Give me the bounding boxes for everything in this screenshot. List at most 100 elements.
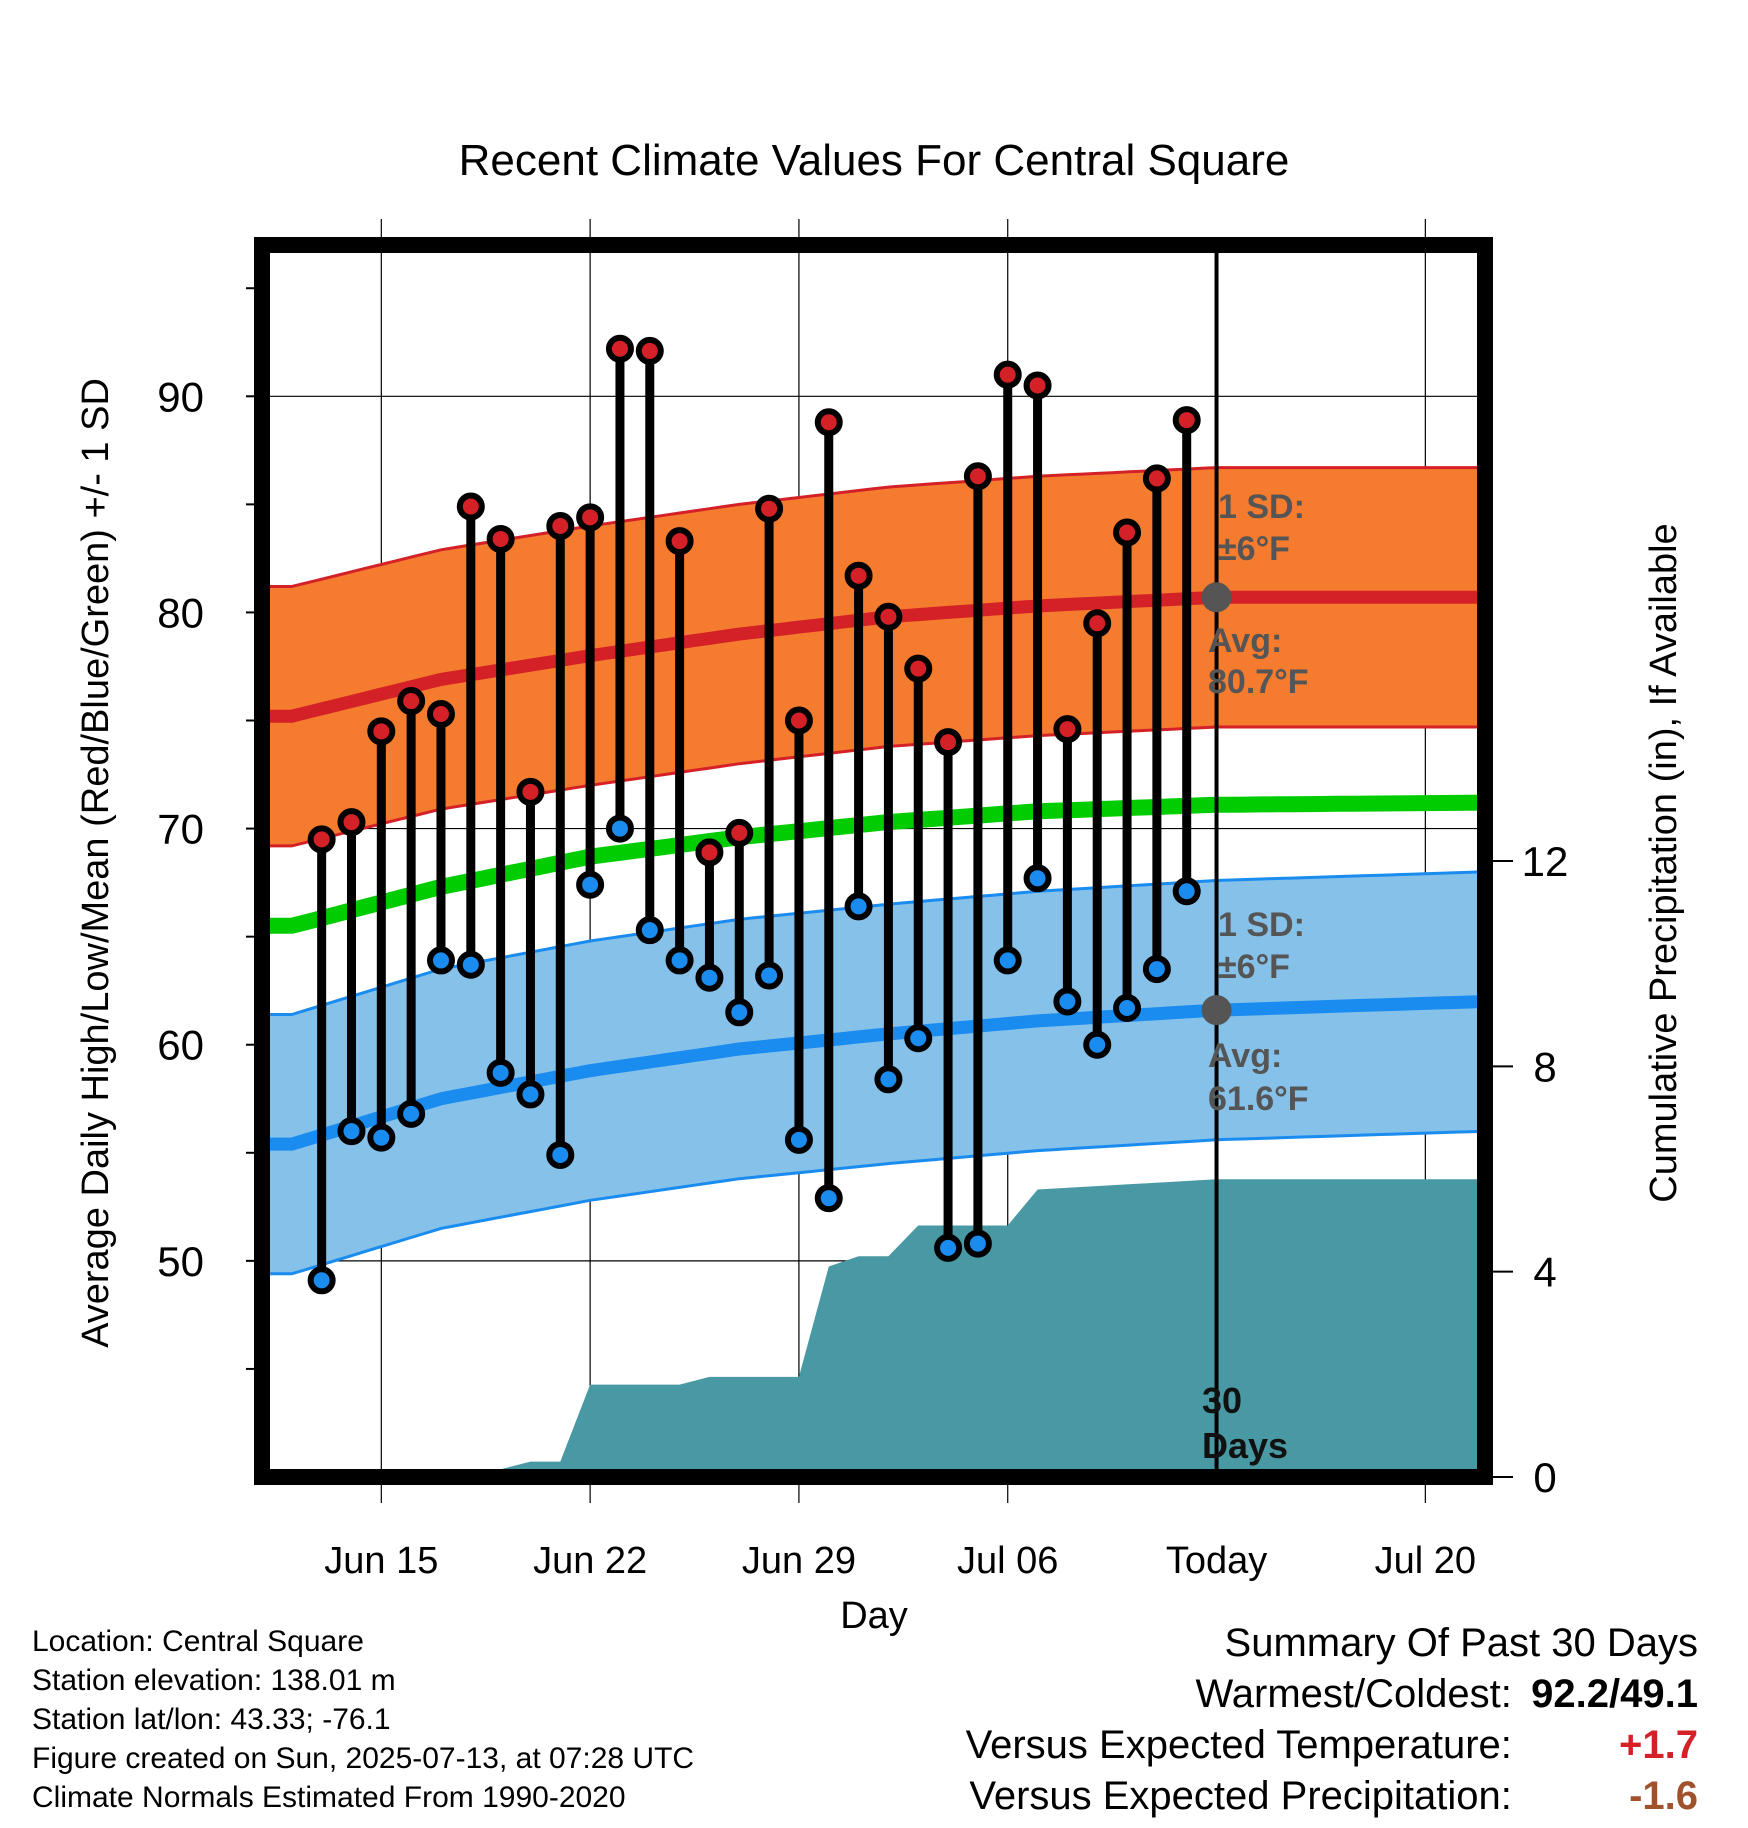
latlon-text: Station lat/lon: 43.33; -76.1: [32, 1703, 391, 1736]
x-tick-label: Jun 29: [742, 1540, 856, 1582]
daily-high-marker: [904, 654, 933, 683]
low-sd-value: ±6°F: [1218, 948, 1290, 986]
daily-high-marker: [1053, 715, 1082, 744]
daily-high-marker: [993, 360, 1022, 389]
low-avg-value: 61.6°F: [1208, 1080, 1309, 1118]
daily-high-marker: [814, 408, 843, 437]
y2-tick-label: 12: [1522, 838, 1569, 885]
y2-tick-label: 8: [1533, 1043, 1556, 1090]
daily-high-marker: [546, 511, 575, 540]
precip-departure-row: Versus Expected Precipitation: -1.6: [966, 1771, 1698, 1822]
daily-low-marker: [486, 1058, 515, 1087]
high-normal-line: [262, 590, 1485, 723]
temp-departure-value: +1.7: [1619, 1723, 1698, 1767]
daily-high-marker: [755, 494, 784, 523]
high-sd-band-lower-edge: [262, 725, 1485, 848]
temp-departure-row: Versus Expected Temperature: +1.7: [966, 1720, 1698, 1771]
precip-area: [291, 1179, 1485, 1477]
high-avg-title: Avg:: [1208, 622, 1282, 660]
daily-low-marker: [1083, 1030, 1112, 1059]
precip-departure-value: -1.6: [1629, 1774, 1698, 1818]
daily-high-marker: [784, 706, 813, 735]
y-tick-label: 80: [157, 589, 204, 636]
high-avg-value: 80.7°F: [1208, 663, 1309, 701]
high-sd-title: 1 SD:: [1218, 488, 1305, 526]
daily-low-marker: [426, 946, 455, 975]
daily-low-marker: [456, 950, 485, 979]
daily-low-marker: [605, 814, 634, 843]
high-sd-band: [262, 467, 1485, 846]
x-tick-label: Jul 06: [957, 1540, 1058, 1582]
warmest-coldest-row: Warmest/Coldest: 92.2/49.1: [966, 1669, 1699, 1720]
daily-low-marker: [307, 1266, 336, 1295]
daily-high-marker: [963, 462, 992, 491]
x-tick-label: Jun 22: [533, 1540, 647, 1582]
x-axis-label: Day: [840, 1595, 908, 1637]
daily-low-marker: [993, 946, 1022, 975]
daily-high-marker: [605, 334, 634, 363]
y-tick-label: 90: [157, 373, 204, 420]
daily-low-marker: [725, 998, 754, 1027]
y2-axis-label: Cumulative Precipitation (in), If Availa…: [1643, 523, 1685, 1202]
daily-high-marker: [725, 818, 754, 847]
daily-high-marker: [307, 825, 336, 854]
daily-high-marker: [695, 838, 724, 867]
daily-low-marker: [1113, 993, 1142, 1022]
y-tick-label: 70: [157, 806, 204, 853]
warmest-coldest-label: Warmest/Coldest:: [1195, 1672, 1512, 1716]
y2-tick-label: 4: [1533, 1249, 1556, 1296]
daily-low-marker: [963, 1229, 992, 1258]
daily-high-marker: [844, 561, 873, 590]
today-high-avg-marker: [1201, 582, 1232, 613]
x-tick-label: Jun 15: [324, 1540, 438, 1582]
days-label-top: 30: [1202, 1380, 1242, 1421]
daily-high-marker: [665, 527, 694, 556]
summary-panel: Summary Of Past 30 Days Warmest/Coldest:…: [966, 1618, 1698, 1822]
normals-text: Climate Normals Estimated From 1990-2020: [32, 1781, 626, 1814]
daily-high-marker: [397, 687, 426, 716]
daily-high-marker: [456, 492, 485, 521]
daily-low-marker: [934, 1233, 963, 1262]
low-sd-title: 1 SD:: [1218, 906, 1305, 944]
low-sd-band-lower-edge: [262, 1129, 1486, 1276]
daily-high-marker: [934, 728, 963, 757]
daily-low-marker: [814, 1184, 843, 1213]
daily-low-marker: [546, 1140, 575, 1169]
daily-high-marker: [486, 524, 515, 553]
daily-low-marker: [1023, 864, 1052, 893]
daily-low-marker: [1172, 877, 1201, 906]
daily-high-marker: [576, 503, 605, 532]
daily-low-marker: [904, 1024, 933, 1053]
precip-departure-label: Versus Expected Precipitation:: [969, 1774, 1512, 1818]
daily-high-marker: [1083, 609, 1112, 638]
low-avg-title: Avg:: [1208, 1037, 1282, 1075]
warmest-coldest-value: 92.2/49.1: [1531, 1672, 1698, 1716]
daily-low-marker: [695, 963, 724, 992]
daily-high-marker: [1172, 406, 1201, 435]
x-tick-label: Today: [1166, 1540, 1267, 1582]
high-sd-band-upper-edge: [262, 466, 1485, 588]
temp-departure-label: Versus Expected Temperature:: [965, 1723, 1512, 1767]
daily-low-marker: [1053, 987, 1082, 1016]
daily-low-marker: [1142, 955, 1171, 984]
y2-tick-label: 0: [1533, 1454, 1556, 1501]
summary-title: Summary Of Past 30 Days: [1224, 1621, 1698, 1665]
daily-low-marker: [665, 946, 694, 975]
daily-high-marker: [1113, 518, 1142, 547]
daily-high-marker: [635, 336, 664, 365]
daily-high-marker: [1023, 371, 1052, 400]
station-info: Location: Central Square Station elevati…: [32, 1622, 694, 1817]
daily-high-marker: [874, 602, 903, 631]
low-sd-band: [262, 871, 1485, 1274]
low-normal-line: [262, 995, 1486, 1151]
daily-low-marker: [635, 916, 664, 945]
x-tick-label: Jul 20: [1375, 1540, 1476, 1582]
mean-normal-line: [262, 794, 1486, 934]
daily-low-marker: [755, 961, 784, 990]
plot-area: 50 60 70 80 90 0 4 8 12 Jun 15 Jun 22 Jun 29 Jul 06 T…: [157, 219, 1568, 1582]
daily-low-marker: [576, 870, 605, 899]
chart-title: Recent Climate Values For Central Square: [459, 136, 1290, 185]
today-low-avg-marker: [1201, 995, 1232, 1026]
elevation-text: Station elevation: 138.01 m: [32, 1664, 396, 1697]
